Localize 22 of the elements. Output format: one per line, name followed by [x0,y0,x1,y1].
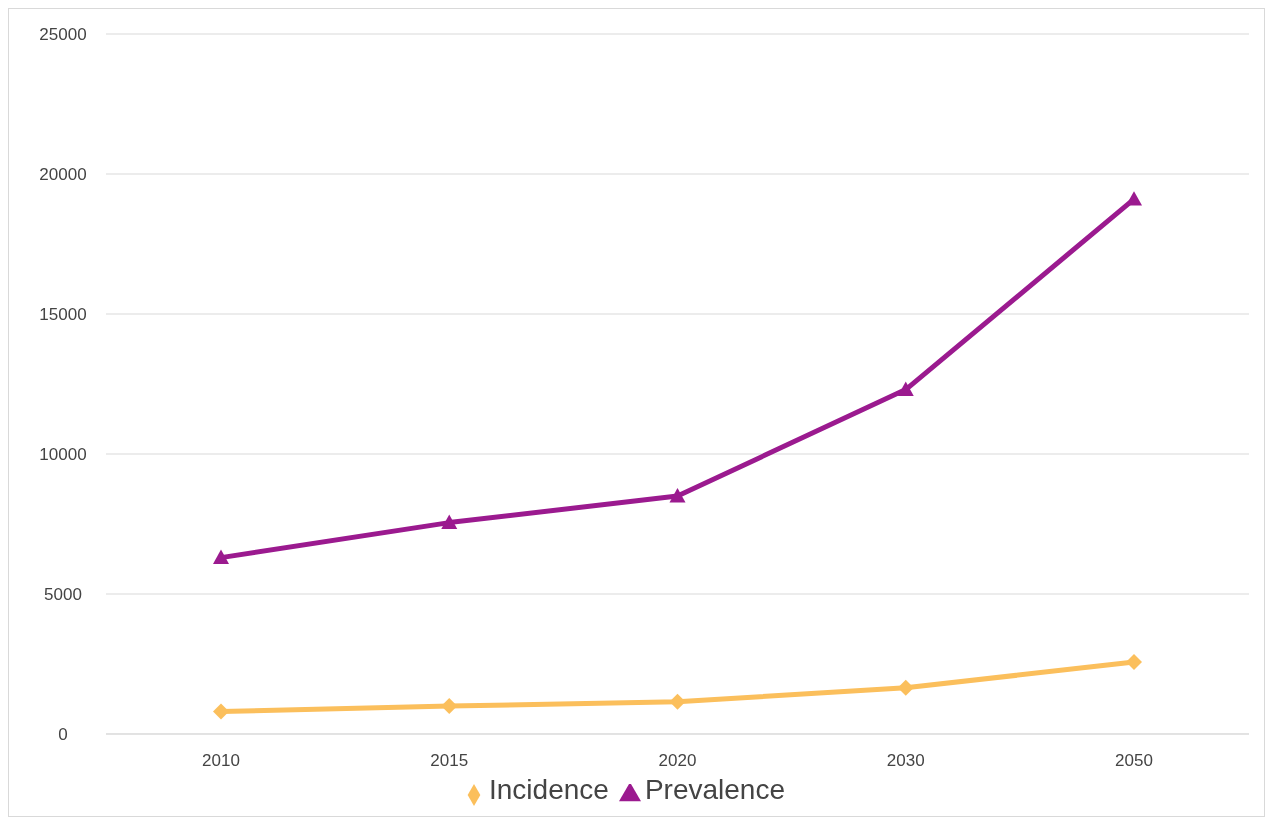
point [1126,191,1142,206]
x-tick-label: 2010 [202,751,240,771]
point [213,703,229,720]
x-tick-label: 2015 [430,751,469,771]
point [669,488,686,503]
y-tick-label: 25000 [39,25,87,45]
point [441,514,458,529]
x-tick-label: 2030 [886,751,925,771]
y-tick-label: 10000 [39,445,87,465]
y-tick-label: 15000 [39,305,87,325]
x-tick-label: 2020 [658,751,697,771]
legend-label: Prevalence [644,774,785,805]
legend-label: Incidence [489,774,609,805]
y-tick-label: 0 [58,725,68,745]
point [897,381,914,396]
point [213,549,229,564]
point [669,693,686,710]
point [897,679,914,696]
x-tick-label: 2050 [1115,751,1153,771]
point [1126,654,1142,671]
y-tick-label: 5000 [44,585,82,605]
y-tick-label: 20000 [39,165,87,185]
